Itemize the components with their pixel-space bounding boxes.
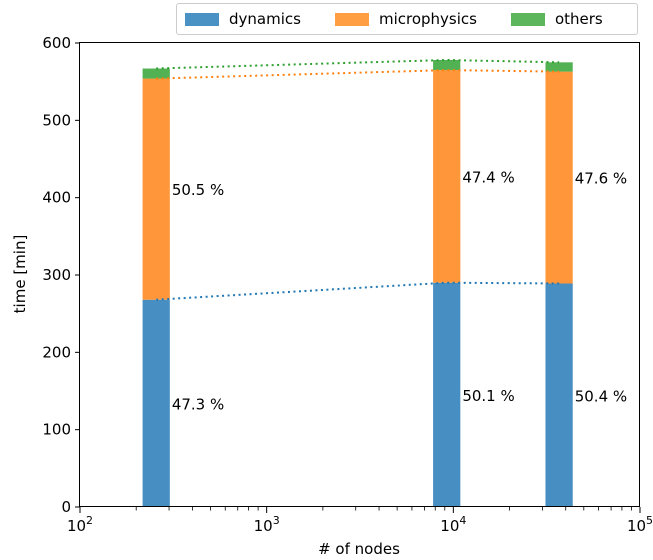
bar-others-2 [545,62,573,72]
bar-microphysics-1 [433,70,461,283]
y-tick-label-0: 0 [61,498,71,516]
trend-line-microphysics [156,69,560,80]
x-axis: 102 103 104 105 [67,507,653,535]
legend-swatch-microphysics [334,12,369,26]
percent-label-dynamics-2: 50.4 % [575,387,627,405]
bars-layer [142,60,573,507]
bar-dynamics-2 [545,283,573,507]
percent-label-dynamics-1: 50.1 % [462,387,514,405]
bar-microphysics-2 [545,71,573,284]
trend-line-dynamics [156,281,560,301]
x-axis-label: # of nodes [318,540,400,558]
percent-labels-layer: 47.3 % 50.5 % 50.1 % 47.4 % 50.4 % 47.6 % [172,168,627,413]
bar-others-1 [433,60,461,71]
y-axis: 0 100 200 300 400 500 600 [42,34,80,516]
legend-swatch-dynamics [185,12,219,26]
x-tick-label-5: 105 [627,514,653,535]
y-axis-label: time [min] [11,235,29,314]
bar-dynamics-0 [142,299,170,507]
bar-dynamics-1 [433,282,461,507]
legend-item-microphysics: microphysics [327,10,477,28]
percent-label-microphysics-2: 47.6 % [575,170,627,188]
legend: dynamics microphysics others [176,3,638,35]
y-tick-label-600: 600 [42,34,71,52]
legend-label-microphysics: microphysics [378,10,477,28]
legend-item-others: others [503,10,603,28]
y-tick-label-400: 400 [42,189,71,207]
bar-others-0 [142,68,170,79]
legend-swatch-others [510,12,545,26]
bar-microphysics-0 [142,78,170,300]
percent-label-microphysics-0: 50.5 % [172,181,224,199]
y-tick-label-300: 300 [42,266,71,284]
legend-label-others: others [554,10,603,28]
x-tick-label-4: 104 [440,514,466,535]
trend-line-others [156,58,560,70]
y-tick-label-200: 200 [42,343,71,361]
percent-label-microphysics-1: 47.4 % [462,168,514,186]
legend-item-dynamics: dynamics [177,10,301,28]
x-tick-label-2: 102 [67,514,93,535]
percent-label-dynamics-0: 47.3 % [172,395,224,413]
x-tick-label-3: 103 [254,514,280,535]
y-tick-label-500: 500 [42,111,71,129]
y-tick-label-100: 100 [42,421,71,439]
legend-label-dynamics: dynamics [229,10,301,28]
